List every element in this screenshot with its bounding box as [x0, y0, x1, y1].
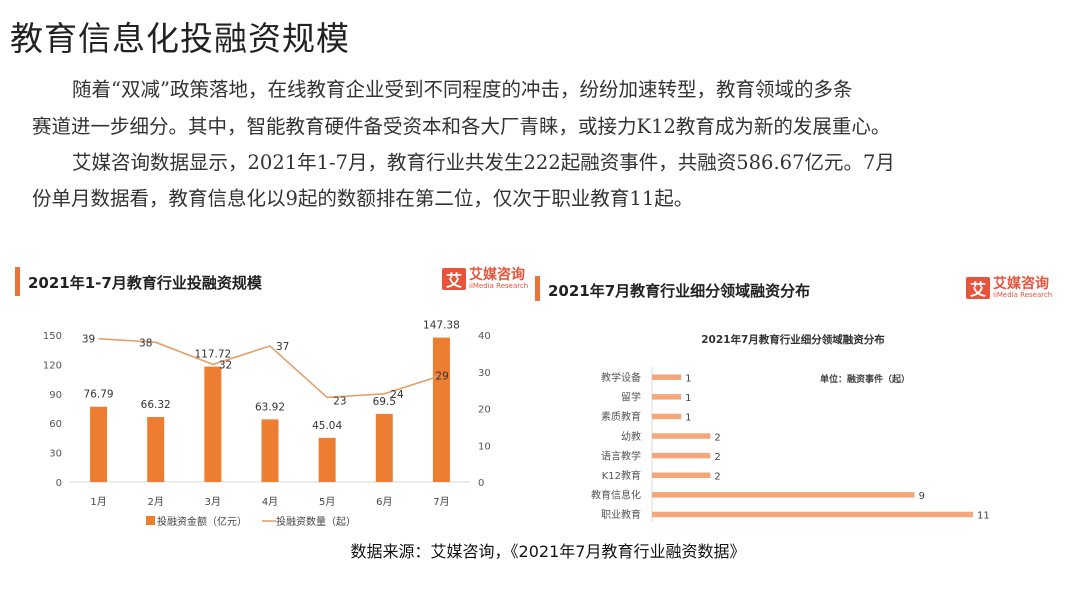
bar [652, 492, 915, 498]
logo-icon: 艾 [442, 268, 466, 290]
unit-note: 单位：融资事件（起） [820, 373, 910, 385]
x-tick-label: 4月 [262, 496, 278, 508]
paragraph-line: 艾媒咨询数据显示，2021年1-7月，教育行业共发生222起融资事件，共融资58… [72, 151, 895, 174]
bar-data-label: 2 [714, 432, 720, 443]
line-data-label: 38 [139, 337, 152, 349]
bar-data-label: 1 [685, 393, 691, 404]
line-data-label: 39 [82, 334, 95, 346]
category-label: 职业教育 [601, 508, 641, 521]
page-title: 教育信息化投融资规模 [10, 19, 350, 58]
bar-data-label: 2 [714, 472, 720, 483]
line-data-label: 37 [276, 341, 289, 353]
legend-swatch-bar [146, 516, 155, 525]
x-tick-label: 5月 [319, 496, 335, 508]
title-accent-bar [15, 267, 20, 296]
logo-subtext: iiMedia Research [993, 291, 1053, 299]
logo: 艾 艾媒咨询 iiMedia Research [442, 268, 528, 290]
logo: 艾 艾媒咨询 iiMedia Research [966, 277, 1052, 299]
logo-subtext: iiMedia Research [469, 282, 529, 290]
title-accent-bar [535, 276, 540, 301]
category-label: 素质教育 [601, 410, 641, 423]
bar-data-label: 117.72 [194, 349, 231, 361]
y-left-tick-label: 90 [49, 390, 62, 401]
y-left-tick-label: 150 [43, 331, 62, 342]
y-left-tick-label: 120 [43, 360, 62, 371]
bar-data-label: 69.5 [373, 396, 396, 408]
bar [318, 437, 336, 482]
y-right-tick-label: 10 [478, 441, 491, 452]
x-tick-label: 1月 [90, 496, 106, 508]
bar-data-label: 1 [685, 413, 691, 424]
y-left-tick-label: 0 [56, 478, 62, 489]
line-series [98, 337, 442, 399]
category-label: 教学设备 [601, 371, 641, 384]
bar-data-label: 9 [919, 491, 925, 502]
inner-chart-title: 2021年7月教育行业细分领域融资分布 [701, 333, 885, 346]
bar-data-label: 2 [714, 452, 720, 463]
paragraph-line: 赛道进一步细分。其中，智能教育硬件备受资本和各大厂青睐，或接力K12教育成为新的… [32, 115, 891, 138]
bar-data-label: 147.38 [423, 320, 460, 332]
bar-data-label: 63.92 [255, 401, 285, 413]
chart-title: 2021年1-7月教育行业投融资规模 [28, 274, 262, 292]
line-data-label: 23 [333, 395, 346, 407]
line-data-label: 29 [435, 370, 448, 382]
bar-data-label: 66.32 [141, 399, 171, 411]
chart-header: 2021年7月教育行业细分领域融资分布 [548, 282, 811, 300]
logo-text: 艾媒咨询 [469, 267, 525, 283]
y-right-tick-label: 0 [478, 478, 484, 489]
logo-icon: 艾 [966, 277, 990, 299]
y-right-tick-label: 40 [478, 331, 491, 342]
category-label: K12教育 [602, 469, 641, 482]
y-left-tick-label: 30 [49, 449, 62, 460]
bar [652, 472, 711, 478]
bar [90, 406, 108, 482]
y-right-tick-label: 30 [478, 368, 491, 379]
category-label: 留学 [621, 391, 641, 404]
x-tick-label: 7月 [433, 496, 449, 508]
paragraph-line: 份单月数据看，教育信息化以9起的数额排在第二位，仅次于职业教育11起。 [32, 187, 694, 210]
y-right-tick-label: 20 [478, 405, 491, 416]
bar [204, 366, 222, 482]
logo-text: 艾媒咨询 [993, 276, 1049, 292]
bar [652, 452, 711, 459]
bar [652, 413, 682, 420]
y-left-tick-label: 60 [49, 419, 62, 430]
x-tick-label: 3月 [205, 496, 221, 508]
bar-data-label: 1 [685, 374, 691, 385]
bar [432, 337, 450, 482]
legend-label: 投融资数量（起） [276, 515, 356, 528]
line-data-label: 32 [219, 359, 232, 371]
bar-data-label: 11 [977, 511, 990, 522]
category-label: 幼教 [621, 430, 641, 443]
x-tick-label: 2月 [148, 496, 164, 508]
bar [375, 413, 393, 482]
bar [652, 374, 682, 380]
bar [147, 417, 165, 482]
source-caption: 数据来源：艾媒咨询，《2021年7月教育行业融资数据》 [350, 542, 746, 561]
bar-data-label: 76.79 [84, 389, 114, 401]
bar-data-label: 45.04 [312, 420, 342, 432]
line-data-label: 24 [390, 389, 404, 401]
x-tick-label: 6月 [376, 496, 392, 508]
bar [652, 394, 682, 400]
bar [652, 433, 711, 439]
bar [261, 419, 279, 482]
bar [652, 511, 973, 518]
category-label: 教育信息化 [591, 489, 641, 502]
legend-label: 投融资金额（亿元） [157, 515, 247, 528]
category-label: 语言教学 [601, 449, 641, 462]
paragraph-line: 随着“双减”政策落地，在线教育企业受到不同程度的冲击，纷纷加速转型，教育领域的多… [72, 78, 853, 101]
combo-chart: 0 30 60 90 120 150 0 10 20 30 40 76.79 1月 66.32 2月 117.… [43, 320, 491, 528]
